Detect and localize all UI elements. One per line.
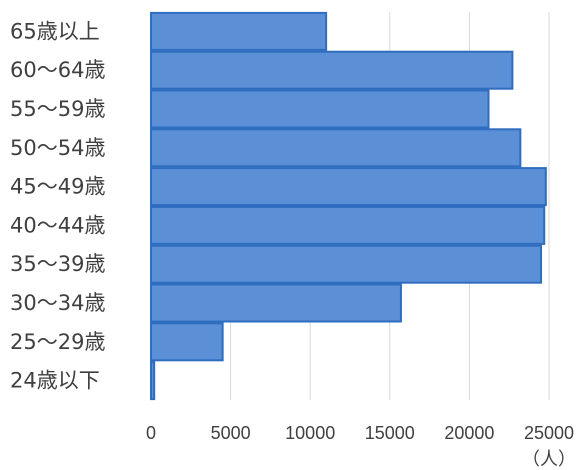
bar <box>150 89 490 129</box>
bar <box>150 167 547 207</box>
bar <box>150 11 328 51</box>
category-label: 25〜29歳 <box>10 330 105 354</box>
bar <box>150 283 402 323</box>
category-label: 35〜39歳 <box>10 252 105 276</box>
bar <box>150 322 224 362</box>
bar <box>150 244 543 284</box>
category-label: 24歳以下 <box>10 369 100 393</box>
x-tick-labels: 0 5000 10000 15000 20000 25000 <box>146 423 574 443</box>
bar <box>150 50 514 90</box>
category-label: 65歳以上 <box>10 19 100 43</box>
bar <box>150 361 156 401</box>
category-label: 45〜49歳 <box>10 175 105 199</box>
category-labels: 65歳以上 60〜64歳 55〜59歳 50〜54歳 45〜49歳 40〜44歳 35〜39… <box>10 19 105 392</box>
category-label: 50〜54歳 <box>10 136 105 160</box>
bar <box>150 205 546 245</box>
category-label: 55〜59歳 <box>10 97 105 121</box>
x-tick-label: 5000 <box>211 423 251 443</box>
category-label: 40〜44歳 <box>10 213 105 237</box>
bar <box>150 128 522 168</box>
x-tick-label: 0 <box>146 423 156 443</box>
x-tick-label: 20000 <box>444 423 494 443</box>
unit-label: （人） <box>522 449 576 470</box>
x-tick-label: 10000 <box>285 423 335 443</box>
x-tick-label: 25000 <box>524 423 574 443</box>
category-label: 60〜64歳 <box>10 58 105 82</box>
category-label: 30〜34歳 <box>10 291 105 315</box>
bars <box>150 11 547 401</box>
x-tick-label: 15000 <box>365 423 415 443</box>
